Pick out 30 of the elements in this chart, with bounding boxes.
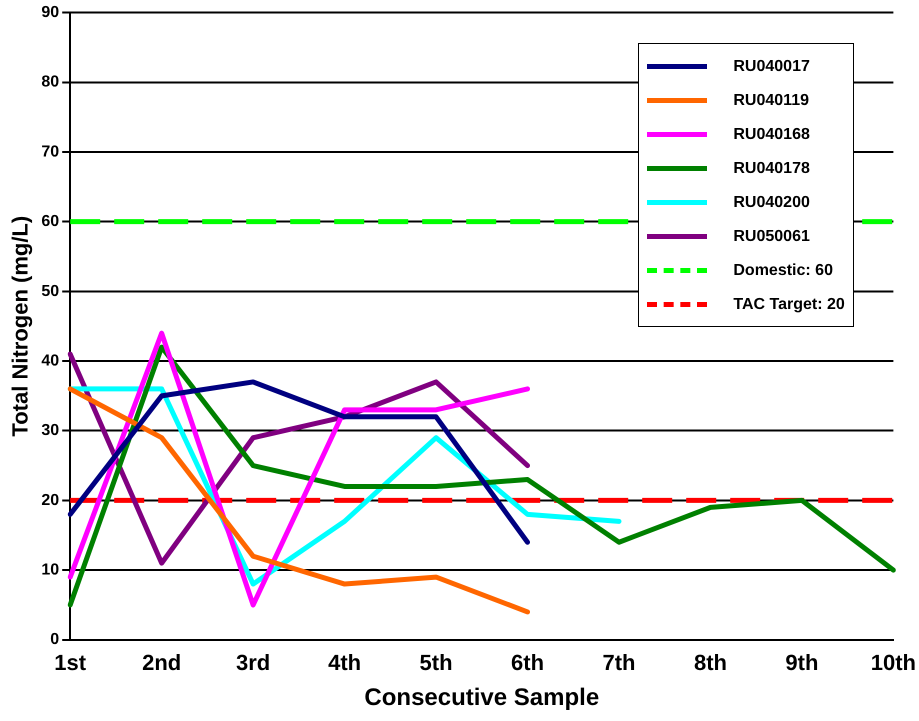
x-tick-label: 1st bbox=[54, 650, 87, 676]
y-tick-label: 30 bbox=[41, 422, 60, 440]
legend-label: RU050061 bbox=[733, 228, 810, 246]
y-tick-label: 80 bbox=[41, 74, 60, 91]
y-axis-title: Total Nitrogen (mg/L) bbox=[7, 216, 32, 437]
x-tick-label: 3rd bbox=[236, 650, 270, 676]
legend-label: RU040178 bbox=[733, 160, 810, 178]
y-tick-label: 70 bbox=[41, 143, 60, 160]
legend-label: RU040200 bbox=[733, 194, 810, 212]
legend-label: TAC Target: 20 bbox=[733, 296, 845, 314]
y-tick-label: 60 bbox=[41, 213, 60, 230]
x-tick-label: 4th bbox=[328, 650, 362, 676]
x-tick-label: 6th bbox=[511, 650, 544, 676]
legend-label: RU040119 bbox=[733, 92, 809, 110]
y-tick-label: 90 bbox=[41, 4, 60, 22]
y-tick-label: 40 bbox=[41, 352, 60, 370]
legend-label: Domestic: 60 bbox=[733, 262, 833, 280]
x-tick-label: 2nd bbox=[142, 650, 182, 676]
legend-label: RU040017 bbox=[733, 58, 810, 76]
x-tick-label: 9th bbox=[785, 650, 818, 676]
x-tick-label: 7th bbox=[602, 650, 636, 676]
x-tick-label: 8th bbox=[694, 650, 727, 676]
x-tick-label: 10th bbox=[870, 650, 916, 676]
y-tick-label: 50 bbox=[41, 282, 60, 300]
legend-label: RU040168 bbox=[733, 126, 810, 144]
y-tick-label: 0 bbox=[50, 631, 60, 648]
y-tick-label: 20 bbox=[41, 492, 60, 509]
x-tick-label: 5th bbox=[420, 650, 453, 676]
y-tick-label: 10 bbox=[41, 562, 60, 579]
x-axis-title: Consecutive Sample bbox=[364, 684, 600, 712]
